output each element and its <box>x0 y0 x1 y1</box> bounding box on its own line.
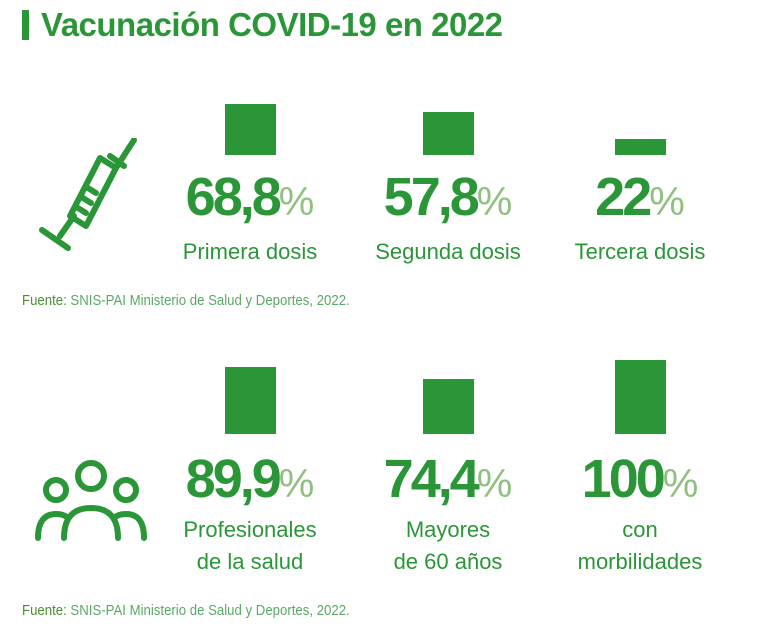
source-note: Fuente: SNIS-PAI Ministerio de Salud y D… <box>22 292 350 309</box>
bar <box>615 360 666 434</box>
bar <box>225 104 276 155</box>
value-number: 74,4 <box>383 449 480 509</box>
category-label: Primera dosis <box>150 236 350 268</box>
title-marker <box>22 10 29 40</box>
label-line: con <box>622 517 658 542</box>
percent-value: 100% <box>540 452 740 506</box>
source-note: Fuente: SNIS-PAI Ministerio de Salud y D… <box>22 602 350 619</box>
source-text: SNIS-PAI Ministerio de Salud y Deportes,… <box>66 292 350 309</box>
percent-sign: % <box>476 180 513 224</box>
category-label: Profesionales de la salud <box>150 514 350 578</box>
source-label: Fuente: <box>22 292 67 309</box>
category-label: Mayores de 60 años <box>348 514 548 578</box>
percent-value: 74,4% <box>348 452 548 506</box>
bar <box>423 112 474 155</box>
title-text: Vacunación COVID-19 en 2022 <box>41 6 503 43</box>
percent-sign: % <box>278 180 315 224</box>
label-line: de 60 años <box>393 549 503 574</box>
percent-sign: % <box>662 462 699 506</box>
source-label: Fuente: <box>22 602 67 619</box>
category-label: Segunda dosis <box>348 236 548 268</box>
value-number: 100 <box>581 449 666 509</box>
syringe-icon <box>39 138 137 251</box>
percent-value: 68,8% <box>150 170 350 224</box>
label-line: morbilidades <box>577 549 703 574</box>
label-line: Mayores <box>405 517 491 542</box>
value-number: 57,8 <box>383 167 480 227</box>
value-number: 89,9 <box>185 449 282 509</box>
label-line: Tercera dosis <box>574 239 706 264</box>
source-text: SNIS-PAI Ministerio de Salud y Deportes,… <box>66 602 350 619</box>
page-title: Vacunación COVID-19 en 2022 <box>22 6 503 44</box>
percent-sign: % <box>476 462 513 506</box>
percent-sign: % <box>278 462 315 506</box>
value-number: 22 <box>595 167 652 227</box>
label-line: Profesionales <box>183 517 317 542</box>
percent-sign: % <box>649 180 685 224</box>
bar <box>225 367 276 434</box>
bar <box>423 378 474 434</box>
percent-value: 89,9% <box>150 452 350 506</box>
category-label: Tercera dosis <box>540 236 740 268</box>
label-line: de la salud <box>196 549 304 574</box>
category-label: con morbilidades <box>540 514 740 578</box>
label-line: Primera dosis <box>182 239 318 264</box>
label-line: Segunda dosis <box>375 239 521 264</box>
people-group-icon <box>35 460 147 541</box>
percent-value: 22% <box>540 170 740 224</box>
percent-value: 57,8% <box>348 170 548 224</box>
value-number: 68,8 <box>185 167 282 227</box>
bar <box>615 138 666 155</box>
